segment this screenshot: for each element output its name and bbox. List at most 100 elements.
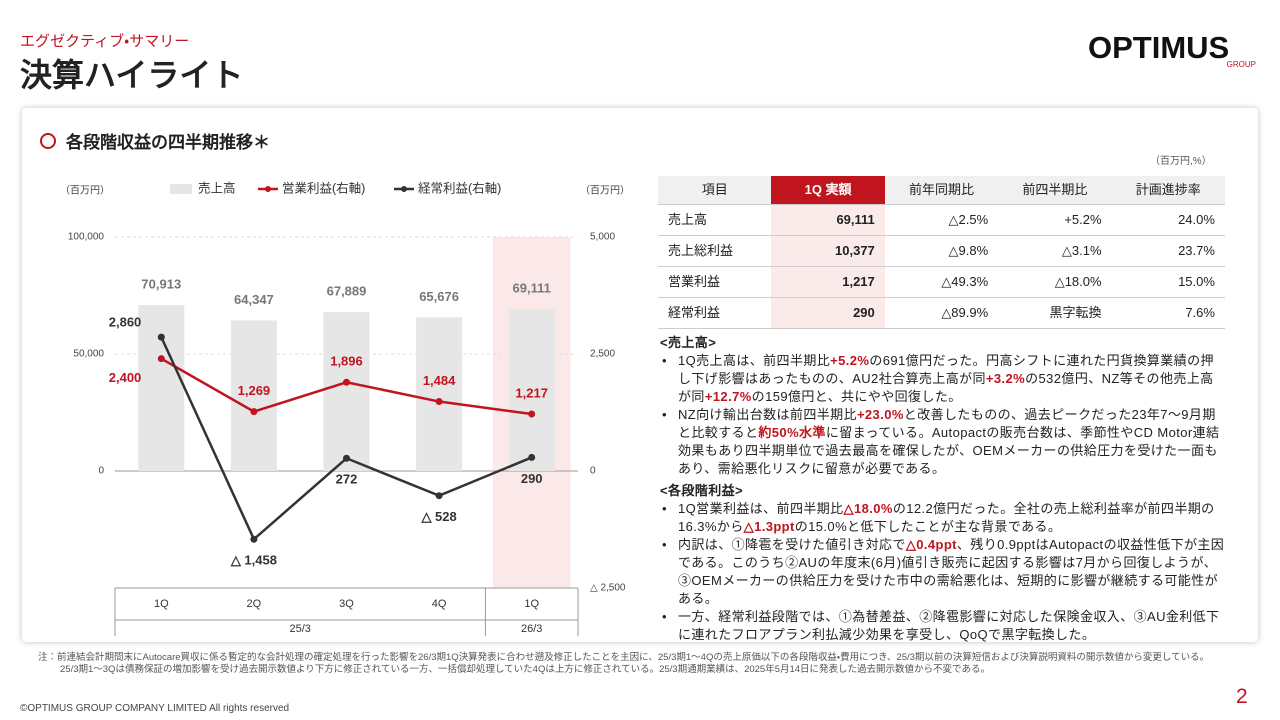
line-label: 1,896 xyxy=(330,354,363,369)
y-axis-label: （百万円） xyxy=(60,185,110,197)
bar-label: 67,889 xyxy=(327,284,367,299)
table-header-cell: 項目 xyxy=(658,176,772,204)
line-label: △ 528 xyxy=(420,509,456,524)
section-heading: <各段階利益> xyxy=(660,483,743,498)
table-cell: △89.9% xyxy=(941,305,989,320)
table-cell: △3.1% xyxy=(1061,243,1102,258)
bar xyxy=(138,305,185,471)
table-cell: 売上高 xyxy=(668,212,708,227)
bar xyxy=(416,317,463,471)
text: NZ向け輸出台数は前四半期比 xyxy=(678,407,857,422)
y2-tick-label: 5,000 xyxy=(590,232,615,243)
line-label: △ 1,458 xyxy=(230,553,277,568)
table-cell: 営業利益 xyxy=(668,274,721,289)
line-marker xyxy=(343,378,350,386)
line-label: 1,269 xyxy=(238,383,271,398)
legend-marker xyxy=(401,186,407,192)
logo: OPTIMUS GROUP xyxy=(1088,30,1258,70)
text: 1Q営業利益は、前四半期比 xyxy=(678,501,844,516)
bullet: 1Q売上高は、前四半期比+5.2%の691億円だった。円高シフトに連れた円貨換算… xyxy=(660,352,1226,406)
line-marker xyxy=(435,492,443,500)
highlight-text: △1.3ppt xyxy=(743,519,795,534)
x-tick-label: 2Q xyxy=(247,598,262,610)
note: 25/3期1～3Qは債務保証の増加影響を受け過去開示数値より下方に修正されている… xyxy=(60,664,990,675)
y2-tick-label: 0 xyxy=(590,466,596,477)
legend-label: 営業利益(右軸) xyxy=(282,180,365,195)
highlight-text: +5.2% xyxy=(830,353,870,368)
table-cell: 23.7% xyxy=(1178,243,1215,258)
table-header-cell: 前四半期比 xyxy=(998,176,1112,204)
x-group-label: 25/3 xyxy=(289,623,310,635)
title: 決算ハイライト xyxy=(20,57,244,93)
bar xyxy=(323,312,370,471)
chart-title-box: 各段階収益の四半期推移＊ xyxy=(40,128,270,153)
table-cell: 黒字転換 xyxy=(1049,305,1102,320)
table-header: 項目 1Q 実額 前年同期比 前四半期比 計画進捗率 xyxy=(658,176,1225,205)
text: 一方、経常利益段階では、①為替差益、②降雹影響に対応した保険金収入、③AU金利低… xyxy=(678,609,1220,642)
text: の12.2億円だった。全社の売上総利益率が前四半期の16.3%から xyxy=(678,501,1215,534)
bar xyxy=(508,309,555,471)
table-cell: 290 xyxy=(771,298,885,328)
line-marker xyxy=(343,454,350,462)
legend-marker xyxy=(265,186,271,192)
legend-label: 経常利益(右軸) xyxy=(418,180,501,195)
table-cell: △49.3% xyxy=(941,274,989,289)
text: の691億円だった。円高シフトに連れた円貨換算業績の押し下げ影響はあったものの、… xyxy=(678,353,1214,386)
table-row: 売上総利益 10,377 △9.8% △3.1% 23.7% xyxy=(658,236,1225,267)
x-group-label: 26/3 xyxy=(521,623,542,635)
subtitle: エグゼクティブ・サマリー xyxy=(20,33,190,50)
highlight-text: △0.4ppt xyxy=(905,537,957,552)
line-label: 1,484 xyxy=(423,373,456,388)
line-marker xyxy=(528,453,536,461)
table-cell: 7.6% xyxy=(1185,305,1215,320)
text: の532億円、NZ等その他売上高が同 xyxy=(678,371,1214,404)
bullet: 一方、経常利益段階では、①為替差益、②降雹影響に対応した保険金収入、③AU金利低… xyxy=(660,608,1226,644)
highlight-text: 約50%水準 xyxy=(758,425,826,440)
table-unit: （百万円,%） xyxy=(1150,156,1212,167)
highlight-text: +12.7% xyxy=(704,389,752,404)
line-label: 2,860 xyxy=(109,315,142,330)
table-header-cell: 1Q 実額 xyxy=(771,176,885,204)
table: 項目 1Q 実額 前年同期比 前四半期比 計画進捗率 売上高 69,111 △2.5% +5.2… xyxy=(658,176,1225,329)
legend-label: 売上高 xyxy=(198,180,236,195)
table-cell: +5.2% xyxy=(1064,212,1102,227)
logo-name: OPTIMUS xyxy=(1088,30,1230,65)
table-cell: 経常利益 xyxy=(668,305,721,320)
highlight-text: +3.2% xyxy=(985,371,1026,386)
y2-axis-label: （百万円） xyxy=(580,185,630,197)
table-cell: △2.5% xyxy=(948,212,989,227)
table-cell: 15.0% xyxy=(1178,274,1215,289)
y-tick-label: 50,000 xyxy=(73,349,104,360)
logo-group: GROUP xyxy=(1226,60,1256,69)
note: 注：前連結会計期間末にAutocare買収に係る暫定的な会計処理の確定処理を行っ… xyxy=(38,652,1210,663)
y2-tick-label: 2,500 xyxy=(590,349,615,360)
bullet: 内訳は、①降雹を受けた値引き対応で△0.4ppt、残り0.9pptはAutopa… xyxy=(660,536,1226,608)
line-label: 2,400 xyxy=(109,370,142,385)
text: 、残り0.9pptはAutopactの収益性低下が主因である。このうち②AUの年… xyxy=(678,537,1225,606)
line-label: 272 xyxy=(336,472,358,487)
line-marker xyxy=(528,410,536,418)
table-cell: 10,377 xyxy=(771,236,885,266)
table-header-cell: 前年同期比 xyxy=(884,176,999,204)
text: の15.0%と低下したことが主な背景である。 xyxy=(794,519,1062,534)
page-number: 2 xyxy=(1236,685,1248,708)
bullet: NZ向け輸出台数は前四半期比+23.0%と改善したものの、過去ピークだった23年… xyxy=(660,406,1226,478)
chart: （百万円） （百万円） 0 50,000 100,000 △ 2,500 0 2,500 5,0… xyxy=(60,180,630,636)
x-tick-label: 1Q xyxy=(154,598,169,610)
line-label: 290 xyxy=(521,471,543,486)
highlight-text: △18.0% xyxy=(843,501,893,516)
line-marker xyxy=(157,333,165,341)
bar-label: 70,913 xyxy=(141,277,181,292)
commentary: <売上高> 1Q売上高は、前四半期比+5.2%の691億円だった。円高シフトに連れ… xyxy=(660,330,1226,644)
y-tick-label: 100,000 xyxy=(68,232,105,243)
legend-swatch xyxy=(170,184,192,194)
bullet: 1Q営業利益は、前四半期比△18.0%の12.2億円だった。全社の売上総利益率が… xyxy=(660,500,1226,536)
line-marker xyxy=(435,398,443,406)
notes: 注：前連結会計期間末にAutocare買収に係る暫定的な会計処理の確定処理を行っ… xyxy=(38,652,1260,676)
table-cell: 1,217 xyxy=(771,267,885,297)
bar-label: 64,347 xyxy=(234,292,274,307)
table-row: 経常利益 290 △89.9% 黒字転換 7.6% xyxy=(658,298,1225,329)
section-heading: <売上高> xyxy=(660,335,717,350)
x-tick-label: 4Q xyxy=(432,598,447,610)
text: の159億円と、共にやや回復した。 xyxy=(751,389,962,404)
